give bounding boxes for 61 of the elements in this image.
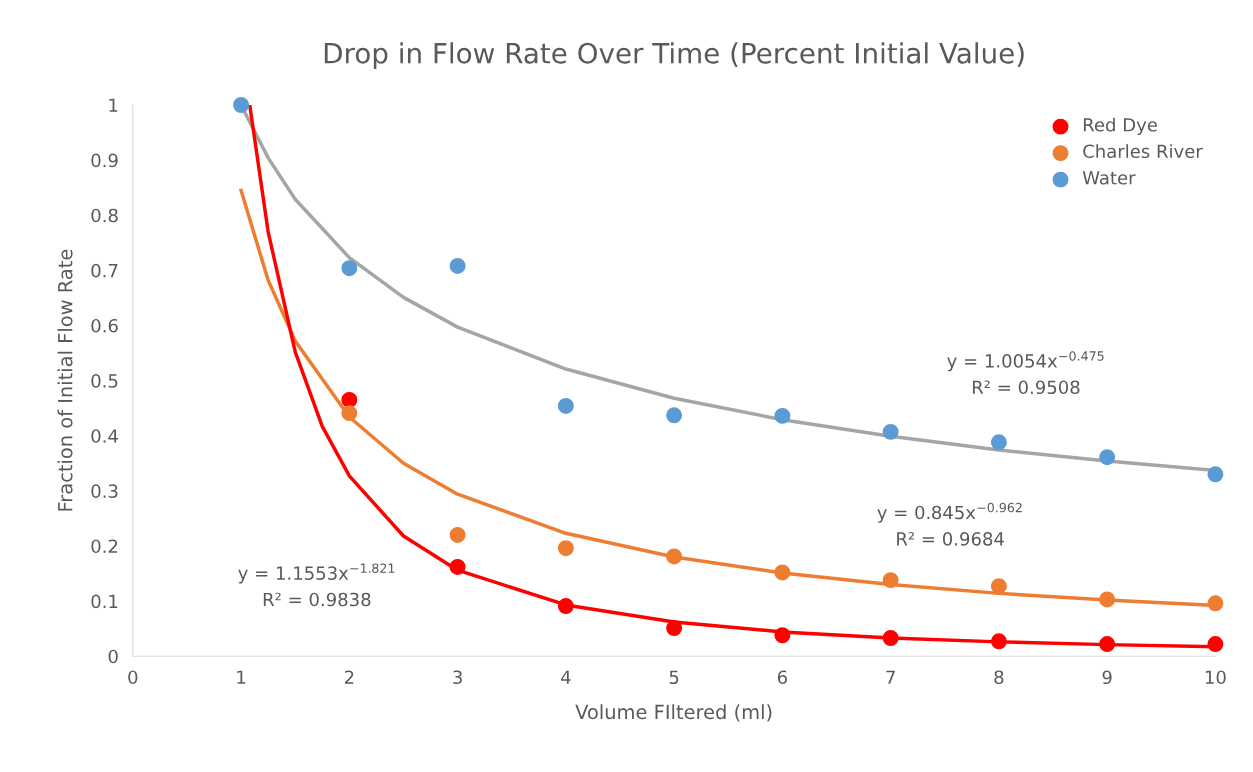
point	[557, 540, 574, 557]
point	[341, 405, 358, 422]
y-tick-label: 0.1	[91, 594, 118, 609]
point	[341, 260, 358, 277]
point	[557, 598, 574, 615]
y-axis-title: Fraction of Initial Flow Rate	[57, 249, 73, 511]
y-tick-label: 0.3	[91, 484, 118, 498]
annotation: R² = 0.9508	[972, 380, 1080, 395]
x-tick-label: 6	[777, 670, 787, 685]
point	[882, 572, 899, 589]
y-tick-label: 0.8	[91, 208, 118, 223]
y-tick-label: 0.5	[91, 374, 118, 388]
y-tick-label: 0	[108, 649, 118, 664]
point	[666, 407, 683, 424]
x-axis-title: Volume FIltered (ml)	[575, 704, 772, 722]
point	[1207, 595, 1224, 612]
annotation: y = 1.0054x$^{−0.475}$	[947, 351, 1104, 372]
point	[1207, 636, 1224, 653]
y-tick-label: 0.6	[91, 318, 118, 333]
point	[882, 630, 899, 646]
point	[1207, 466, 1224, 483]
x-tick-label: 1	[237, 670, 246, 684]
x-tick-label: 4	[560, 670, 571, 684]
y-tick-label: 0.2	[91, 539, 118, 554]
point	[449, 526, 466, 543]
x-tick-label: 10	[1205, 670, 1226, 685]
point	[990, 633, 1007, 650]
annotation: y = 1.1553x$^{−1.821}$	[238, 563, 395, 584]
point	[341, 391, 358, 408]
x-tick-label: 3	[453, 670, 462, 685]
point	[449, 558, 466, 575]
point	[774, 564, 791, 581]
x-tick-label: 5	[669, 670, 679, 685]
annotation: R² = 0.9684	[897, 532, 1004, 546]
annotation: y = 0.845x$^{−0.962}$	[877, 502, 1022, 523]
point	[1099, 591, 1116, 608]
annotation: R² = 0.9838	[263, 592, 371, 607]
point	[233, 97, 250, 113]
point	[774, 407, 791, 424]
chart-title: Drop in Flow Rate Over Time (Percent Initial Value)	[324, 42, 1024, 70]
point	[666, 548, 683, 565]
point	[449, 257, 466, 274]
point	[774, 627, 791, 644]
x-tick-label: 0	[128, 670, 138, 685]
point	[1099, 449, 1116, 466]
point	[557, 397, 574, 414]
legend-label: Red Dye	[1083, 117, 1157, 136]
point	[1099, 636, 1116, 653]
x-tick-label: 8	[994, 670, 1004, 685]
x-tick-label: 7	[886, 670, 895, 684]
x-tick-label: 2	[344, 670, 354, 684]
y-tick-label: 0.9	[91, 153, 118, 168]
x-tick-label: 9	[1102, 670, 1112, 685]
point	[990, 434, 1007, 451]
y-tick-label: 0.7	[91, 263, 118, 278]
y-tick-label: 1	[109, 98, 118, 112]
legend-label: Water	[1082, 171, 1136, 185]
point	[882, 423, 899, 440]
point	[666, 620, 683, 637]
legend-label: Charles River	[1083, 144, 1203, 159]
y-tick-label: 0.4	[91, 429, 118, 443]
